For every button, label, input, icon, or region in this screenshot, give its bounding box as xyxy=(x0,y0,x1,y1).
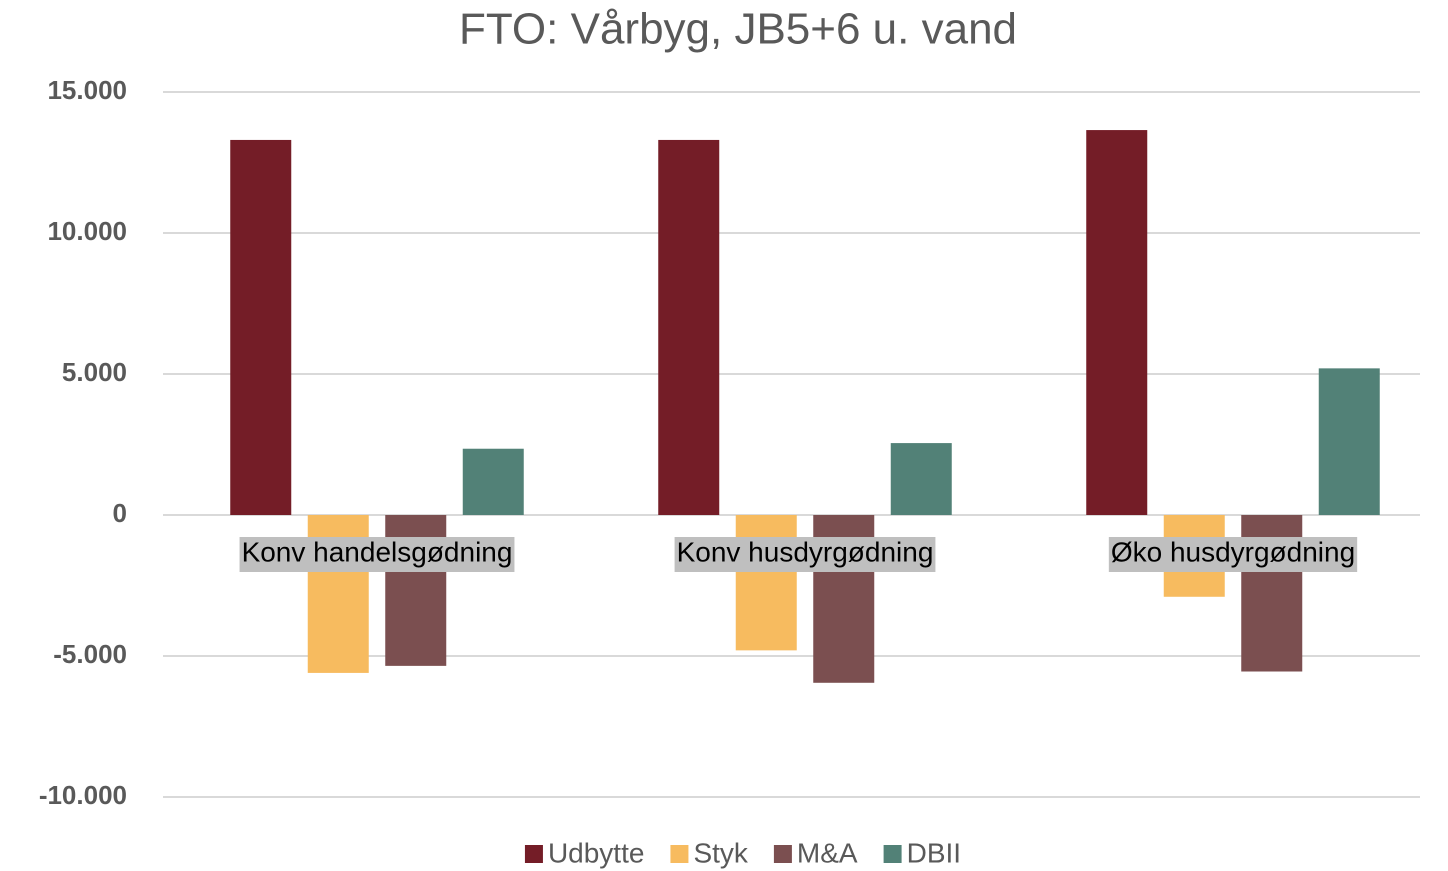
x-tick-label: Øko husdyrgødning xyxy=(1111,536,1355,567)
y-tick-label: -10.000 xyxy=(39,780,127,810)
legend-swatch xyxy=(524,845,543,863)
y-tick-label: 10.000 xyxy=(47,216,127,246)
y-tick-label: 5.000 xyxy=(62,357,127,387)
legend-swatch xyxy=(670,845,689,863)
legend-swatch xyxy=(883,845,902,863)
bar xyxy=(462,448,524,515)
category-label-bg xyxy=(674,537,936,572)
x-tick-label: Konv husdyrgødning xyxy=(677,536,934,567)
chart-title: FTO: Vårbyg, JB5+6 u. vand xyxy=(459,5,1017,54)
x-tick-label: Konv handelsgødning xyxy=(242,536,513,567)
y-tick-label: 15.000 xyxy=(47,75,127,105)
bar xyxy=(890,443,952,515)
bar xyxy=(735,515,797,651)
category-label-bg xyxy=(239,537,515,572)
category-label-bg xyxy=(1108,537,1358,572)
bar xyxy=(658,139,720,515)
legend-label: M&A xyxy=(797,837,858,868)
legend-label: DBII xyxy=(907,837,961,868)
bar xyxy=(230,139,292,515)
bar xyxy=(1318,368,1380,515)
legend-label: Udbytte xyxy=(548,837,645,868)
legend-swatch xyxy=(773,845,792,863)
bar xyxy=(1086,130,1148,515)
y-tick-label: -5.000 xyxy=(53,639,127,669)
legend-label: Styk xyxy=(693,837,748,868)
y-tick-label: 0 xyxy=(113,498,127,528)
